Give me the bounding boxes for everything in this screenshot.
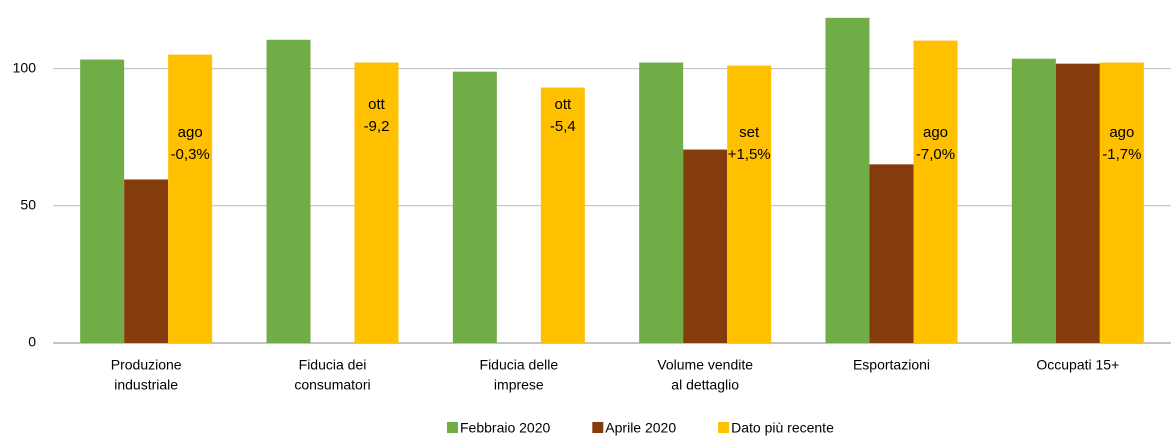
x-tick-label: Produzione xyxy=(111,357,182,373)
annotation: -0,3% xyxy=(171,146,210,163)
x-tick-label: Fiducia dei xyxy=(299,357,367,373)
bar xyxy=(540,87,585,343)
bar xyxy=(168,54,213,344)
annotation: ott xyxy=(554,96,572,113)
annotation: ago xyxy=(178,124,203,141)
annotation: -5,4 xyxy=(550,118,576,135)
x-tick-label: al dettaglio xyxy=(671,377,739,393)
bar xyxy=(1011,58,1056,344)
annotation: -9,2 xyxy=(364,118,390,135)
bar xyxy=(825,17,870,344)
x-tick-label: Fiducia delle xyxy=(480,357,559,373)
legend-label: Febbraio 2020 xyxy=(460,420,551,436)
annotation: ott xyxy=(368,96,386,113)
y-tick-label: 50 xyxy=(20,197,36,213)
bar xyxy=(639,62,684,343)
legend-swatch xyxy=(718,422,730,433)
bar xyxy=(452,71,497,343)
annotation: ago xyxy=(1109,124,1134,141)
bar xyxy=(727,65,772,343)
y-tick-label: 0 xyxy=(28,334,36,350)
bar xyxy=(869,164,914,343)
legend-label: Aprile 2020 xyxy=(605,420,676,436)
annotation: -1,7% xyxy=(1102,146,1141,163)
annotation: -7,0% xyxy=(916,146,955,163)
annotation: set xyxy=(739,124,760,141)
bar xyxy=(80,59,125,343)
x-tick-label: Occupati 15+ xyxy=(1036,357,1119,373)
annotation: +1,5% xyxy=(728,146,771,163)
bar xyxy=(1055,63,1100,344)
y-tick-label: 100 xyxy=(13,59,37,75)
x-tick-label: consumatori xyxy=(294,377,370,393)
bar xyxy=(266,39,311,344)
x-tick-label: industriale xyxy=(114,377,178,393)
x-tick-label: Esportazioni xyxy=(853,357,930,373)
x-tick-label: Volume vendite xyxy=(657,357,753,373)
bar xyxy=(1099,62,1144,343)
legend-label: Dato più recente xyxy=(731,420,834,436)
legend-swatch xyxy=(592,422,604,433)
legend-swatch xyxy=(447,422,458,433)
bar xyxy=(683,149,728,343)
annotation: ago xyxy=(923,124,948,141)
bar xyxy=(124,179,169,343)
x-tick-label: imprese xyxy=(494,377,544,393)
bar xyxy=(913,40,958,343)
bar xyxy=(354,62,399,343)
